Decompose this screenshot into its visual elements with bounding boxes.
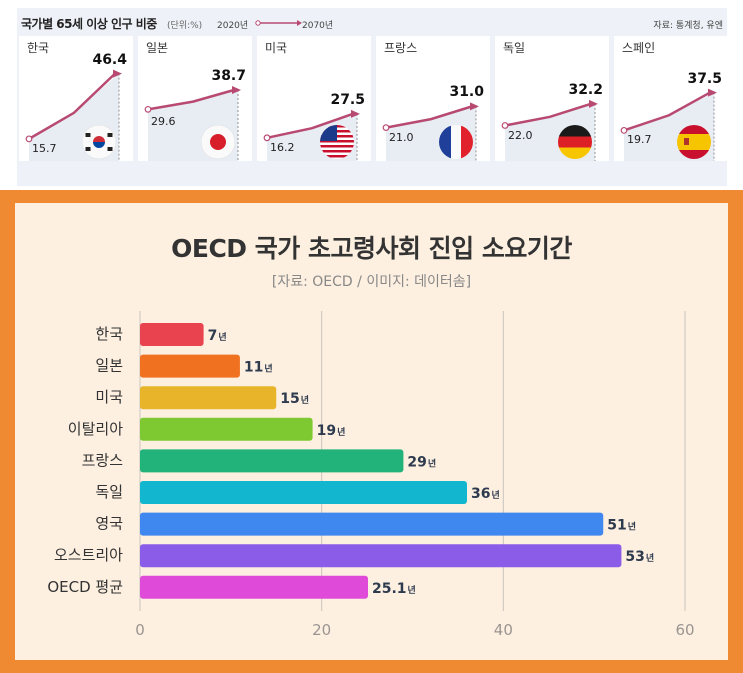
mini-chart-country: 일본 bbox=[146, 41, 169, 55]
mini-chart-plot bbox=[144, 86, 241, 161]
bar bbox=[140, 449, 404, 473]
spain-flag-icon bbox=[677, 125, 711, 159]
top-panel: 국가별 65세 이상 인구 비중 (단위:%) 2020년 2070년 자료: … bbox=[17, 8, 728, 186]
top-header: 국가별 65세 이상 인구 비중 (단위:%) 2020년 2070년 자료: … bbox=[17, 8, 727, 36]
mini-chart-line bbox=[266, 112, 354, 140]
mini-chart-start-point bbox=[25, 135, 33, 143]
mini-chart: 미국 16.2 27.5 bbox=[257, 36, 371, 161]
y-category-label: 미국 bbox=[95, 388, 123, 406]
germany-flag-icon bbox=[558, 125, 592, 159]
top-chart-unit: (단위:%) bbox=[167, 21, 203, 31]
mini-chart-country: 미국 bbox=[265, 41, 288, 55]
mini-chart-end-value: 37.5 bbox=[687, 70, 722, 87]
y-category-label: 이탈리아 bbox=[68, 420, 123, 438]
bar-value-label: 25.1년 bbox=[372, 581, 416, 597]
bar bbox=[140, 544, 622, 568]
y-category-label: 오스트리아 bbox=[54, 546, 123, 564]
mini-chart-plot bbox=[382, 102, 479, 161]
bar-value-label: 51년 bbox=[607, 518, 636, 534]
mini-chart-start-value: 19.7 bbox=[627, 133, 652, 147]
mini-chart-start-point bbox=[263, 134, 271, 142]
mini-chart-line bbox=[623, 91, 711, 132]
mini-chart-start-value: 29.6 bbox=[151, 115, 176, 129]
mini-chart-plot bbox=[501, 99, 598, 161]
mini-chart-arrowhead bbox=[470, 102, 479, 111]
bar-chart-title: OECD 국가 초고령사회 진입 소요기간 bbox=[171, 234, 572, 263]
bar-value-label: 15년 bbox=[280, 391, 309, 407]
bar-value-label: 19년 bbox=[317, 423, 346, 439]
mini-chart-arrowhead bbox=[113, 69, 122, 78]
y-category-label: OECD 평균 bbox=[47, 578, 123, 596]
mini-chart: 프랑스 21.0 31.0 bbox=[376, 36, 490, 161]
mini-chart-end-value: 38.7 bbox=[211, 68, 246, 84]
bar-value-label: 29년 bbox=[407, 454, 436, 470]
x-tick-label: 0 bbox=[135, 621, 145, 639]
mini-chart: 독일 22.0 32.2 bbox=[495, 36, 609, 161]
mini-chart-end-value: 46.4 bbox=[92, 51, 127, 68]
mini-chart: 일본 29.6 38.7 bbox=[138, 36, 252, 161]
mini-chart-line bbox=[504, 102, 592, 127]
legend-start-label: 2020년 bbox=[217, 21, 249, 31]
x-tick-label: 20 bbox=[312, 621, 331, 639]
y-category-label: 일본 bbox=[95, 357, 123, 375]
mini-chart-end-value: 32.2 bbox=[568, 81, 603, 98]
y-category-label: 한국 bbox=[95, 325, 123, 343]
x-tick-label: 60 bbox=[675, 621, 694, 639]
bar-chart-card: OECD 국가 초고령사회 진입 소요기간 [자료: OECD / 이미지: 데… bbox=[15, 203, 728, 660]
mini-chart-start-point bbox=[144, 105, 152, 113]
mini-chart-arrowhead bbox=[232, 86, 241, 95]
mini-chart-plot bbox=[25, 69, 122, 161]
mini-chart-country: 독일 bbox=[503, 41, 526, 55]
legend-arrow-icon bbox=[255, 20, 302, 26]
x-tick-label: 40 bbox=[494, 621, 513, 639]
mini-chart-start-value: 16.2 bbox=[270, 140, 295, 154]
mini-chart-start-value: 21.0 bbox=[389, 130, 414, 144]
mini-chart-plot bbox=[620, 88, 717, 161]
bar-value-label: 36년 bbox=[471, 486, 500, 502]
mini-chart-end-value: 27.5 bbox=[330, 91, 365, 108]
bar bbox=[140, 323, 204, 346]
bar bbox=[140, 417, 313, 441]
mini-chart-line bbox=[385, 105, 473, 129]
usa-flag-icon bbox=[320, 125, 354, 159]
japan-flag-icon bbox=[201, 125, 235, 159]
mini-chart-end-value: 31.0 bbox=[449, 84, 484, 101]
mini-chart: 한국 15.7 46.4 bbox=[19, 36, 133, 161]
top-chart-title: 국가별 65세 이상 인구 비중 bbox=[21, 17, 157, 31]
bar bbox=[140, 481, 467, 504]
bottom-panel: OECD 국가 초고령사회 진입 소요기간 [자료: OECD / 이미지: 데… bbox=[0, 190, 743, 673]
mini-chart-start-point bbox=[382, 124, 390, 132]
france-flag-icon bbox=[439, 125, 473, 159]
mini-chart-start-value: 22.0 bbox=[508, 128, 533, 142]
bar-value-label: 53년 bbox=[625, 549, 654, 565]
mini-chart: 스페인 19.7 37.5 bbox=[614, 36, 728, 161]
bar-chart-subtitle: [자료: OECD / 이미지: 데이터솜] bbox=[271, 274, 472, 290]
bar-value-label: 11년 bbox=[244, 360, 273, 376]
y-category-label: 프랑스 bbox=[82, 451, 124, 469]
mini-chart-line bbox=[28, 72, 116, 140]
mini-chart-arrowhead bbox=[351, 109, 360, 118]
bar bbox=[140, 386, 277, 410]
mini-chart-country: 프랑스 bbox=[384, 41, 418, 55]
mini-chart-country: 한국 bbox=[27, 41, 50, 55]
mini-chart-start-point bbox=[620, 126, 628, 134]
mini-chart-plot bbox=[263, 109, 360, 161]
legend-end-label: 2070년 bbox=[302, 21, 334, 31]
bar bbox=[140, 512, 604, 536]
mini-chart-start-point bbox=[501, 122, 509, 129]
korea-flag-icon bbox=[82, 125, 116, 159]
bar bbox=[140, 575, 368, 599]
y-category-label: 영국 bbox=[95, 515, 123, 533]
bar-value-label: 7년 bbox=[208, 328, 227, 344]
top-source: 자료: 통계청, 유엔 bbox=[653, 21, 723, 31]
mini-chart-arrowhead bbox=[708, 88, 717, 97]
mini-chart-line bbox=[147, 88, 235, 111]
mini-chart-start-value: 15.7 bbox=[32, 141, 57, 155]
y-category-label: 독일 bbox=[95, 483, 123, 501]
bar bbox=[140, 354, 240, 378]
mini-chart-country: 스페인 bbox=[622, 41, 656, 55]
mini-chart-arrowhead bbox=[589, 99, 598, 108]
